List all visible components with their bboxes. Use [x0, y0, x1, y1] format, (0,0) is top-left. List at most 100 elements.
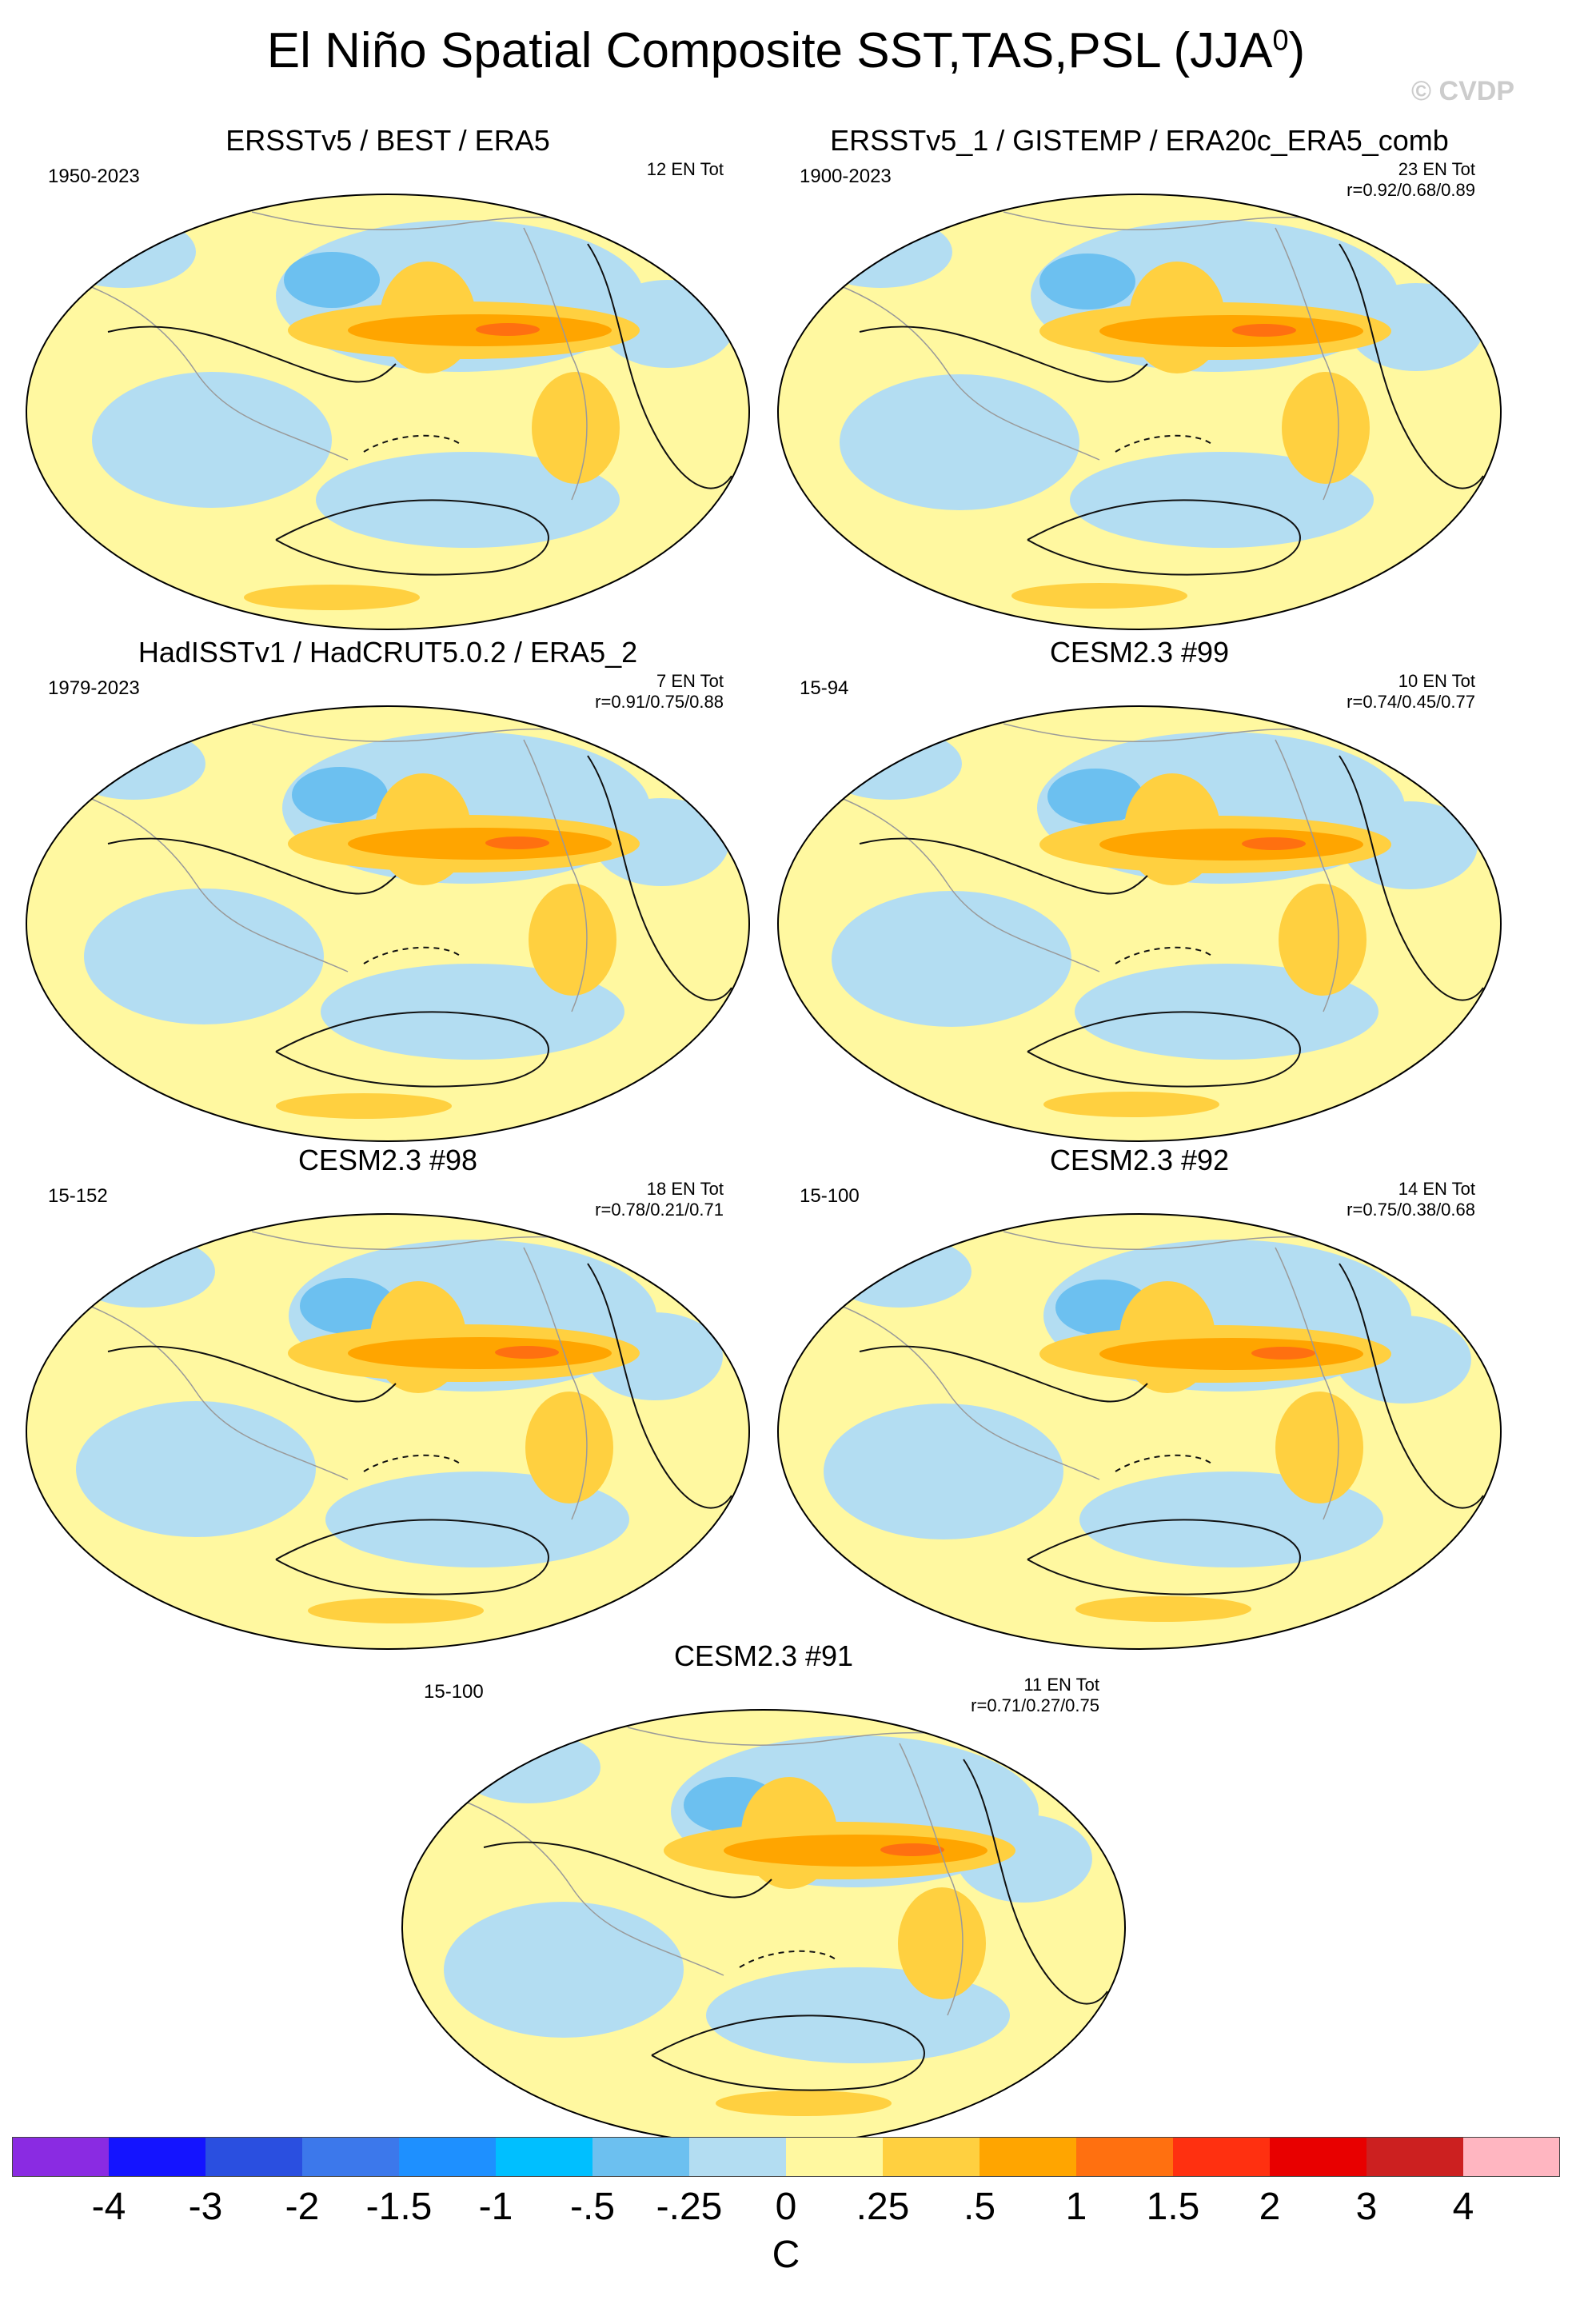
robinson-map [26, 1213, 750, 1650]
panel-correlation: r=0.74/0.45/0.77 [1347, 692, 1475, 712]
cool-anomaly-eurasia [62, 728, 205, 800]
colorbar-swatch [109, 2137, 206, 2177]
el-nino-peak [476, 323, 540, 336]
cool-anomaly-indo-pacific [444, 1902, 684, 2038]
slp-contour-negative [739, 1950, 836, 1968]
panel-years: 15-94 [800, 677, 849, 699]
slp-contour-negative [363, 434, 461, 453]
panel-event-stats: 18 EN Tot r=0.78/0.21/0.71 [595, 1179, 724, 1220]
coastline [835, 795, 1100, 972]
map-panel: CESM2.3 #99 15-94 10 EN Tot r=0.74/0.45/0.7… [764, 636, 1515, 1148]
el-nino-core [1099, 829, 1363, 861]
colorbar-tick-label: .25 [856, 2186, 910, 2228]
slp-contour [1027, 1519, 1301, 1595]
panel-correlation: r=0.92/0.68/0.89 [1347, 180, 1475, 200]
cool-anomaly-indo-pacific [832, 891, 1071, 1027]
panel-years: 1900-2023 [800, 166, 892, 187]
slp-contour [1339, 1263, 1484, 1509]
slp-contour [107, 325, 397, 383]
slp-contour-negative [363, 946, 461, 964]
coastline [1275, 227, 1339, 501]
slp-contour [275, 1519, 549, 1595]
colorbar-tick-label: 1 [1065, 2186, 1087, 2228]
cool-anomaly-eurasia [818, 728, 962, 800]
panel-correlation: r=0.78/0.21/0.71 [595, 1200, 724, 1220]
panel-en-total: 11 EN Tot [1023, 1675, 1099, 1695]
coastline [1275, 739, 1339, 1012]
colorbar-swatch [786, 2137, 884, 2177]
coastline [83, 283, 349, 461]
slp-contour [1027, 499, 1301, 576]
warm-anomaly-south-america [1275, 1392, 1363, 1503]
cool-anomaly-south-pacific [321, 964, 624, 1060]
coastline [835, 283, 1100, 461]
slp-contour [587, 755, 732, 1001]
panel-correlation: r=0.75/0.38/0.68 [1347, 1200, 1475, 1220]
panel-event-stats: 14 EN Tot r=0.75/0.38/0.68 [1347, 1179, 1475, 1220]
map-panel: ERSSTv5 / BEST / ERA5 1950-2023 12 EN Tot [12, 124, 764, 636]
panel-event-stats: 7 EN Tot r=0.91/0.75/0.88 [595, 671, 724, 713]
coastline [899, 1743, 964, 2016]
colorbar-swatch [302, 2137, 400, 2177]
el-nino-core [724, 1835, 987, 1867]
panel-years: 15-100 [800, 1185, 860, 1207]
coastline [523, 227, 588, 501]
colorbar-swatch [12, 2137, 110, 2177]
figure-title: El Niño Spatial Composite SST,TAS,PSL (J… [266, 23, 1306, 78]
cool-core [292, 767, 388, 823]
colorbar-swatch [399, 2137, 497, 2177]
colorbar-frame [12, 2137, 1560, 2177]
panel-title: CESM2.3 #98 [297, 1144, 478, 1176]
slp-contour [1339, 243, 1484, 489]
slp-contour [587, 243, 732, 489]
panel-en-total: 14 EN Tot [1398, 1179, 1475, 1199]
cool-anomaly-eurasia [457, 1731, 600, 1803]
map-panel: CESM2.3 #98 15-152 18 EN Tot r=0.78/0.21/0.… [12, 1144, 764, 1655]
colorbar-tick-label: -.5 [569, 2186, 616, 2228]
map-panel: HadISSTv1 / HadCRUT5.0.2 / ERA5_2 1979-20… [12, 636, 764, 1148]
slp-contour-negative [1115, 946, 1212, 964]
warm-anomaly-south-america [898, 1887, 986, 1999]
warm-anomaly-southern-ocean [276, 1093, 452, 1119]
colorbar-tick-label: -.25 [656, 2186, 723, 2228]
coastline [459, 1799, 724, 1976]
map-outline [26, 705, 750, 1142]
map-outline [777, 194, 1502, 630]
warm-anomaly-south-america [1282, 372, 1370, 484]
colorbar-swatch [1076, 2137, 1174, 2177]
el-nino-core [348, 1337, 612, 1369]
panel-event-stats: 12 EN Tot [647, 159, 724, 180]
warm-anomaly-south-america [525, 1392, 613, 1503]
panel-en-total: 12 EN Tot [646, 159, 724, 179]
warm-anomaly-southern-ocean [308, 1598, 484, 1623]
cool-anomaly-indo-pacific [92, 372, 332, 508]
robinson-map [401, 1709, 1126, 2146]
panel-en-total: 23 EN Tot [1398, 159, 1475, 179]
slp-contour [1339, 755, 1484, 1001]
panel-years: 15-152 [48, 1185, 108, 1207]
panel-correlation: r=0.71/0.27/0.75 [971, 1695, 1099, 1715]
map-panel: CESM2.3 #92 15-100 14 EN Tot r=0.75/0.38/0.… [764, 1144, 1515, 1655]
panel-title: ERSSTv5 / BEST / ERA5 [225, 124, 550, 157]
panel-event-stats: 23 EN Tot r=0.92/0.68/0.89 [1347, 159, 1475, 201]
colorbar-tick-label: 2 [1259, 2186, 1281, 2228]
slp-contour [859, 1345, 1148, 1403]
robinson-map [777, 1213, 1502, 1650]
colorbar-tick-label: 4 [1452, 2186, 1474, 2228]
map-outline [26, 1213, 750, 1650]
warm-anomaly-southern-ocean [716, 2090, 892, 2116]
slp-contour [107, 1345, 397, 1403]
coastline [83, 795, 349, 972]
panel-en-total: 10 EN Tot [1398, 671, 1475, 691]
colorbar-swatch [1173, 2137, 1271, 2177]
colorbar-swatch [1463, 2137, 1560, 2177]
cool-anomaly-south-pacific [316, 452, 620, 548]
cool-core [1047, 769, 1143, 825]
colorbar-swatch [689, 2137, 787, 2177]
el-nino-core [1099, 315, 1363, 347]
warm-anomaly-southern-ocean [244, 585, 420, 610]
slp-contour [275, 499, 549, 576]
panel-years: 1950-2023 [48, 166, 140, 187]
colorbar-swatch [496, 2137, 593, 2177]
slp-contour [651, 2015, 925, 2091]
